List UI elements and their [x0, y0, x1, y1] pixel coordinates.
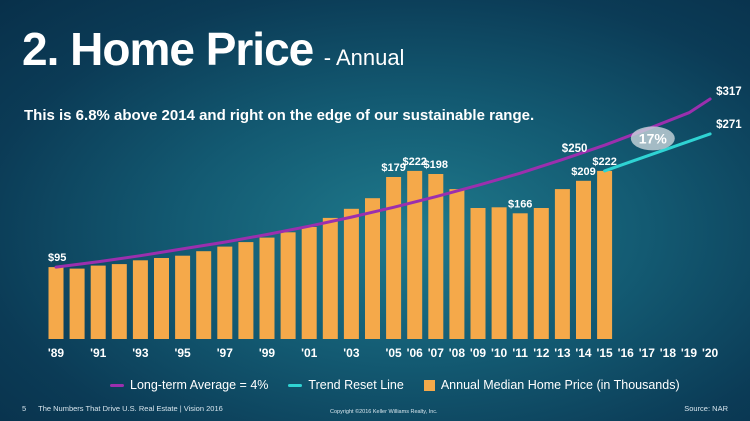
x-tick-label: '17	[639, 346, 656, 360]
title-group: 2. Home Price - Annual	[22, 22, 404, 76]
bar-2007	[428, 174, 444, 339]
bar-2009	[470, 208, 486, 339]
slide-title-suffix: - Annual	[323, 45, 405, 70]
legend-label-long-term: Long-term Average = 4%	[130, 378, 269, 392]
x-tick-label: '06	[407, 346, 424, 360]
x-tick-label: '99	[259, 346, 276, 360]
x-tick-label: '91	[90, 346, 107, 360]
slide-title: 2. Home Price	[22, 23, 314, 75]
slide-subtitle: This is 6.8% above 2014 and right on the…	[24, 107, 535, 124]
legend-swatch-trend-reset	[288, 383, 303, 387]
x-tick-label: '15	[596, 346, 613, 360]
legend-item-trend-reset: Trend Reset Line	[288, 378, 404, 392]
x-tick-label: '13	[554, 346, 571, 360]
bar-1993	[132, 260, 148, 339]
legend-swatch-long-term	[110, 383, 124, 387]
x-tick-label: '07	[428, 346, 445, 360]
x-tick-label: '03	[343, 346, 360, 360]
footer-left: 5 The Numbers That Drive U.S. Real Estat…	[22, 404, 223, 413]
bar-value-label-2007: $198	[424, 159, 448, 171]
bar-2005	[386, 177, 402, 339]
gap-badge	[630, 126, 675, 151]
bar-2008	[449, 189, 465, 339]
legend-label-trend-reset: Trend Reset Line	[308, 378, 404, 392]
bar-1991	[90, 265, 106, 339]
bar-1999	[259, 237, 275, 339]
x-tick-label: '95	[174, 346, 191, 360]
x-tick-label: '11	[512, 346, 528, 360]
bar-1994	[154, 258, 169, 339]
bar-value-label-2005: $179	[381, 162, 405, 174]
legend-item-annual-median: Annual Median Home Price (in Thousands)	[423, 378, 680, 392]
x-tick-label: '05	[385, 346, 402, 360]
x-tick-label: '09	[470, 346, 487, 360]
bar-value-label-2006: $222	[402, 156, 426, 168]
gap-badge-label: 17%	[639, 130, 668, 146]
bar-2001	[301, 227, 317, 339]
x-tick-label: '89	[48, 346, 65, 360]
x-tick-label: '10	[491, 346, 508, 360]
legend-label-annual-median: Annual Median Home Price (in Thousands)	[440, 378, 680, 392]
footer-copyright: Copyright ©2016 Keller Williams Realty, …	[330, 409, 438, 415]
page-number: 5	[22, 404, 27, 413]
bar-1996	[196, 251, 212, 339]
bar-2000	[280, 232, 296, 339]
bar-value-label-2011: $166	[508, 198, 532, 210]
bar-value-label-2014: $209	[571, 166, 595, 178]
bar-2015	[597, 170, 613, 339]
line-annotation-250: $250	[562, 143, 588, 155]
bar-2014	[576, 180, 591, 339]
x-tick-label: '08	[449, 346, 466, 360]
legend-item-long-term: Long-term Average = 4%	[110, 378, 268, 392]
x-tick-label: '20	[702, 346, 719, 360]
bar-2006	[407, 170, 423, 339]
x-tick-label: '01	[301, 346, 318, 360]
x-tick-label: '12	[533, 346, 550, 360]
x-tick-label: '14	[575, 346, 592, 360]
bar-1990	[69, 268, 85, 339]
bar-2013	[554, 189, 570, 339]
bar-value-label-1989: $95	[48, 252, 66, 264]
line-annotation-271: $271	[716, 119, 742, 131]
bar-value-label-2015: $222	[592, 156, 616, 168]
bar-1995	[175, 255, 191, 339]
bar-2004	[365, 198, 380, 339]
footer-source: Source: NAR	[684, 404, 728, 413]
bar-2002	[322, 217, 338, 339]
bar-1992	[111, 264, 127, 339]
chart-legend: Long-term Average = 4% Trend Reset Line …	[110, 378, 694, 392]
x-tick-label: '93	[132, 346, 149, 360]
trend-reset-line	[603, 132, 712, 173]
footer-title: The Numbers That Drive U.S. Real Estate …	[38, 404, 223, 413]
x-tick-label: '19	[681, 346, 698, 360]
bar-2003	[343, 208, 359, 339]
bar-1998	[238, 242, 254, 339]
bar-1989	[48, 267, 64, 339]
line-annotation-317: $317	[716, 86, 742, 98]
bar-2012	[533, 208, 549, 339]
bar-2010	[491, 207, 507, 339]
legend-swatch-annual-median	[423, 379, 435, 391]
bar-2011	[512, 213, 528, 339]
long-term-average-line	[54, 97, 712, 269]
x-tick-label: '18	[660, 346, 677, 360]
x-tick-label: '97	[217, 346, 234, 360]
x-tick-label: '16	[618, 346, 635, 360]
bar-1997	[217, 246, 233, 339]
